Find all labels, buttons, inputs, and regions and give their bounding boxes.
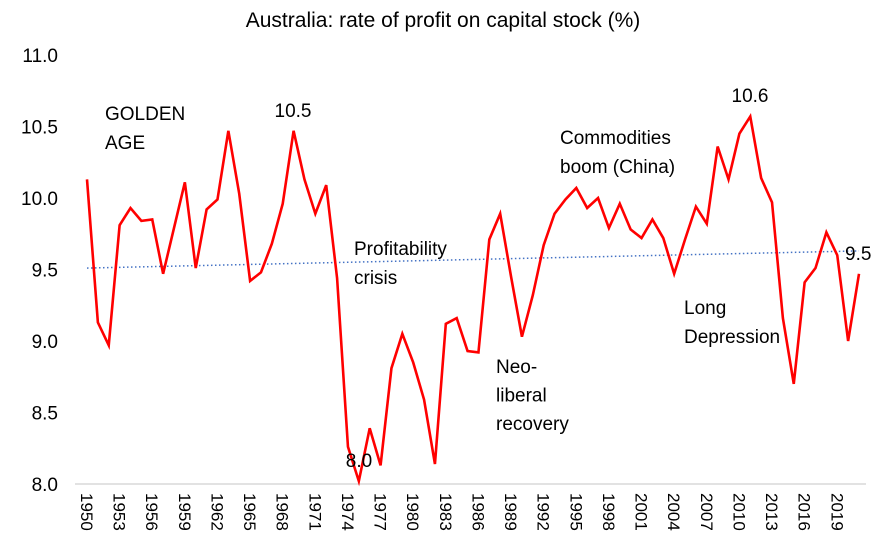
annotation-peak-2011: 10.6 <box>732 86 769 107</box>
x-tick-label: 1989 <box>501 493 520 531</box>
x-tick-label: 1995 <box>566 493 585 531</box>
annotation-long-depression: Depression <box>684 327 780 348</box>
trendline <box>86 250 860 269</box>
annotation-golden-age: AGE <box>105 133 145 154</box>
x-tick-label: 1980 <box>403 493 422 531</box>
x-tick-label: 1962 <box>207 493 226 531</box>
x-tick-label: 1992 <box>534 493 553 531</box>
x-tick-label: 1968 <box>273 493 292 531</box>
x-tick-label: 2013 <box>762 493 781 531</box>
annotation-neoliberal-recovery: liberal <box>496 386 547 407</box>
x-tick-label: 1998 <box>599 493 618 531</box>
x-tick-label: 1977 <box>371 493 390 531</box>
annotation-golden-age: GOLDEN <box>105 104 185 125</box>
x-tick-label: 2004 <box>664 493 683 531</box>
chart-title: Australia: rate of profit on capital sto… <box>246 9 641 32</box>
y-tick-label: 8.5 <box>32 404 58 425</box>
x-tick-label: 1959 <box>175 493 194 531</box>
x-tick-label: 2019 <box>827 493 846 531</box>
x-tick-label: 2001 <box>632 493 651 531</box>
y-tick-label: 10.0 <box>21 189 58 210</box>
x-tick-label: 2010 <box>729 493 748 531</box>
y-tick-label: 11.0 <box>22 46 58 67</box>
y-tick-label: 9.5 <box>32 261 58 282</box>
x-tick-label: 1965 <box>240 493 259 531</box>
profit-rate-line <box>85 112 861 487</box>
annotation-peak-1969: 10.5 <box>275 101 312 122</box>
x-tick-label: 1971 <box>305 493 324 531</box>
y-tick-label: 10.5 <box>21 118 58 139</box>
annotation-trough-1975: 8.0 <box>346 451 372 472</box>
annotation-latest-value: 9.5 <box>845 244 871 265</box>
x-tick-label: 1983 <box>436 493 455 531</box>
x-tick-label: 1953 <box>110 493 129 531</box>
x-tick-label: 1956 <box>142 493 161 531</box>
annotation-neoliberal-recovery: Neo- <box>496 357 537 378</box>
annotation-long-depression: Long <box>684 298 726 319</box>
annotation-profitability-crisis: crisis <box>354 268 397 289</box>
annotation-commodities-boom: boom (China) <box>560 157 675 178</box>
x-tick-label: 1974 <box>338 493 357 531</box>
annotation-neoliberal-recovery: recovery <box>496 414 569 435</box>
annotation-profitability-crisis: Profitability <box>354 239 447 260</box>
y-tick-label: 9.0 <box>32 332 58 353</box>
annotation-commodities-boom: Commodities <box>560 128 671 149</box>
y-tick-label: 8.0 <box>32 475 58 496</box>
x-tick-label: 2016 <box>795 493 814 531</box>
x-tick-label: 1986 <box>468 493 487 531</box>
x-tick-label: 2007 <box>697 493 716 531</box>
x-tick-label: 1950 <box>77 493 96 531</box>
